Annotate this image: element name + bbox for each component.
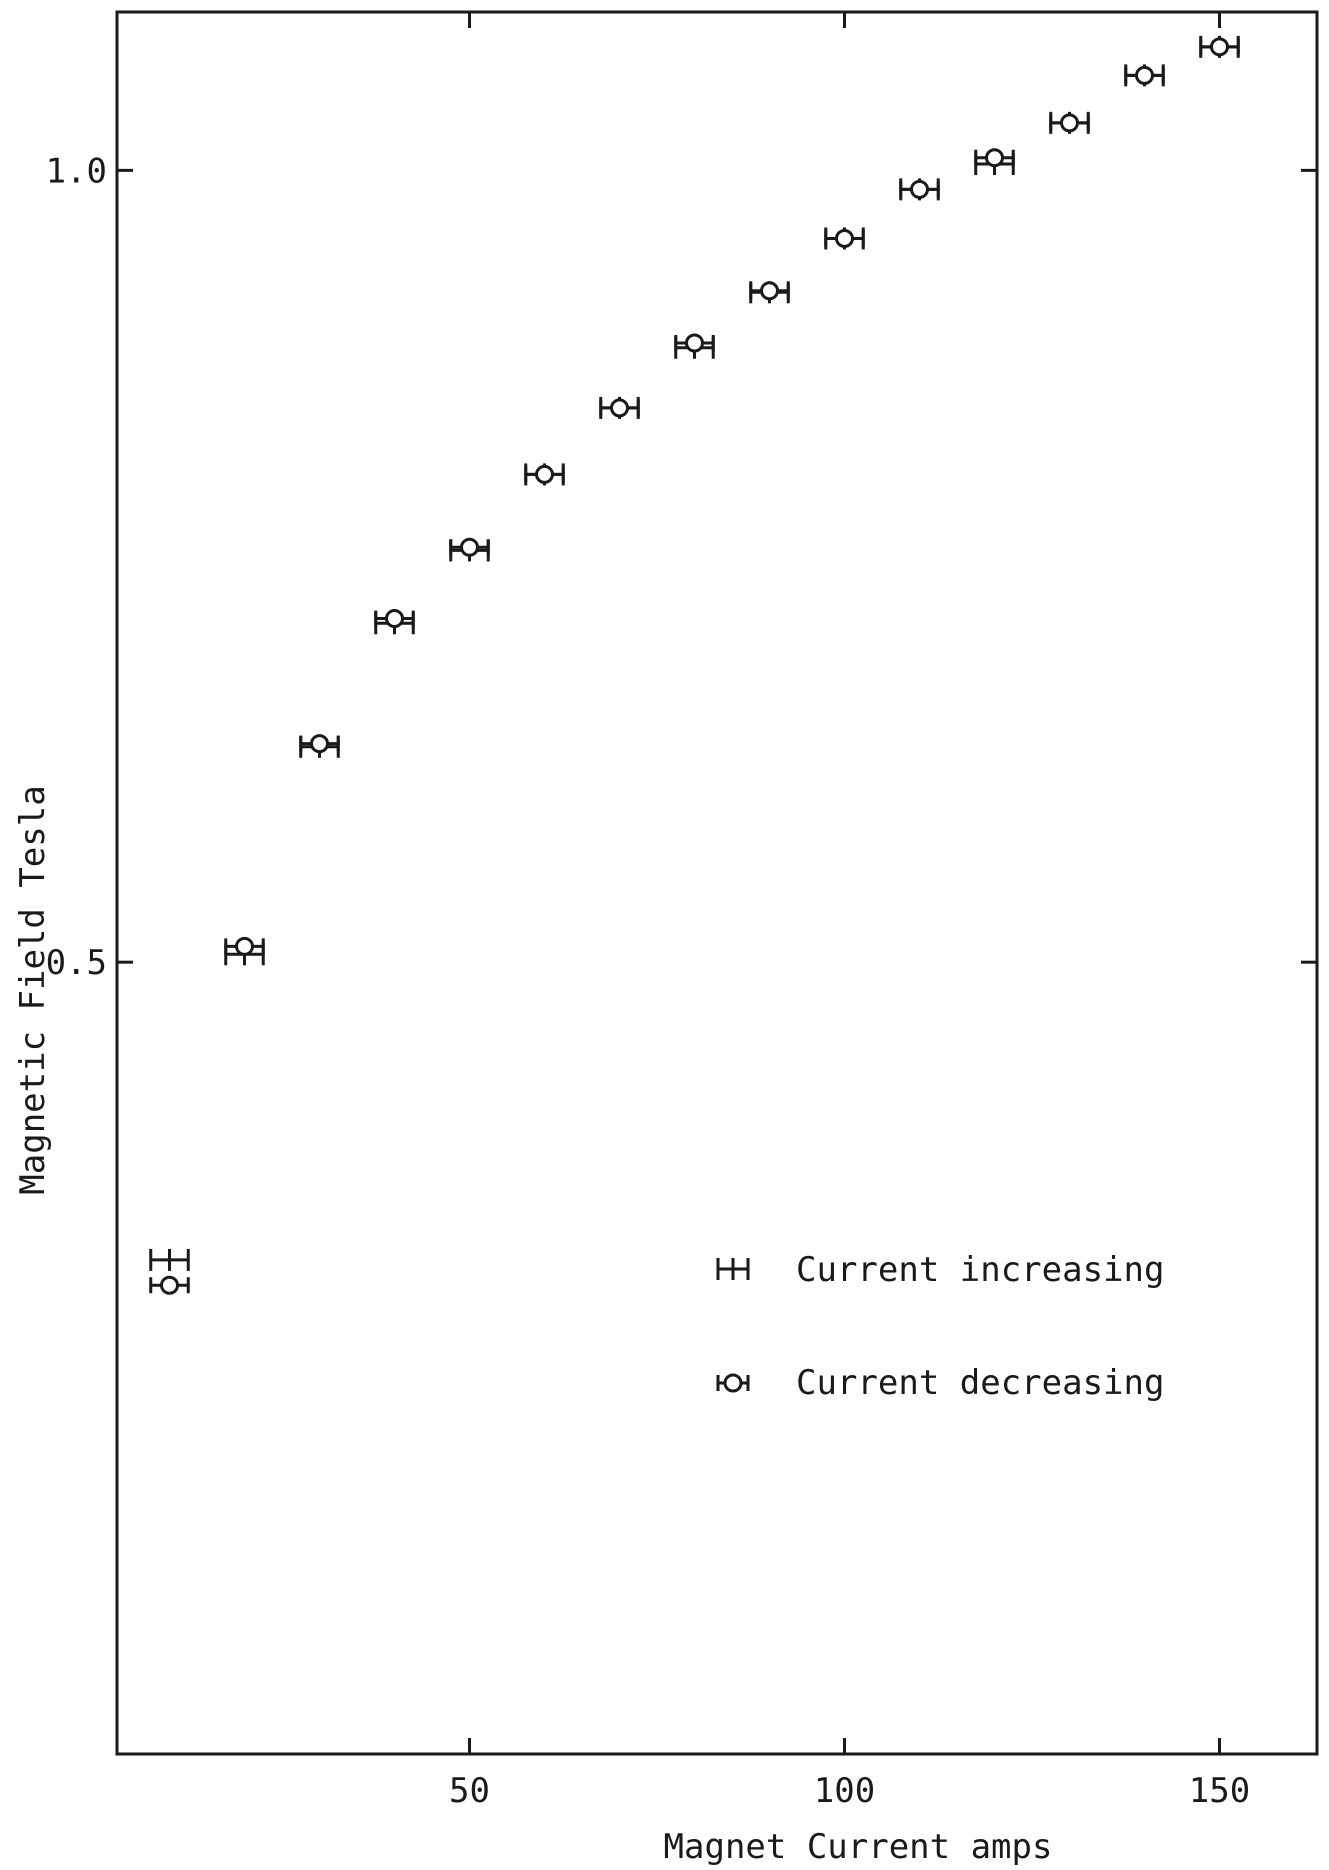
point-decreasing-10 — [149, 1275, 190, 1295]
point-decreasing-130 — [1049, 113, 1090, 133]
legend-bar-marker — [716, 1258, 750, 1280]
point-decreasing-90 — [749, 281, 790, 301]
data-marks — [149, 35, 1240, 1295]
point-decreasing-50 — [449, 537, 490, 557]
x-tick-label-100: 100 — [814, 1771, 875, 1811]
point-increasing-10 — [149, 1248, 190, 1271]
legend-circle-marker — [716, 1373, 750, 1393]
plot-frame — [115, 10, 1319, 1756]
y-axis-title: Magnetic Field Tesla — [13, 785, 53, 1194]
point-decreasing-70 — [599, 398, 640, 418]
point-decreasing-100 — [824, 228, 865, 248]
point-decreasing-150 — [1199, 37, 1240, 57]
legend: Current increasing Current decreasing — [716, 1250, 1164, 1403]
point-decreasing-80 — [674, 333, 715, 353]
legend-label-current-increasing: Current increasing — [796, 1250, 1164, 1290]
y-tick-label-0.5: 0.5 — [46, 943, 107, 983]
axis-tick-labels: 50 100 150 0.5 1.0 — [46, 151, 1251, 1811]
x-axis-title: Magnet Current amps — [664, 1827, 1053, 1867]
point-decreasing-40 — [374, 609, 415, 629]
axis-ticks — [117, 12, 1317, 1754]
point-decreasing-20 — [224, 936, 265, 956]
x-tick-label-150: 150 — [1189, 1771, 1250, 1811]
legend-label-current-decreasing: Current decreasing — [796, 1363, 1164, 1403]
y-tick-label-1: 1.0 — [46, 151, 107, 191]
point-decreasing-110 — [899, 179, 940, 199]
legend-marker-current-increasing — [716, 1258, 750, 1280]
point-decreasing-120 — [974, 148, 1015, 168]
legend-marker-current-decreasing — [716, 1373, 750, 1393]
point-decreasing-140 — [1124, 65, 1165, 85]
x-tick-label-50: 50 — [449, 1771, 490, 1811]
point-decreasing-60 — [524, 464, 565, 484]
point-decreasing-30 — [299, 734, 340, 754]
